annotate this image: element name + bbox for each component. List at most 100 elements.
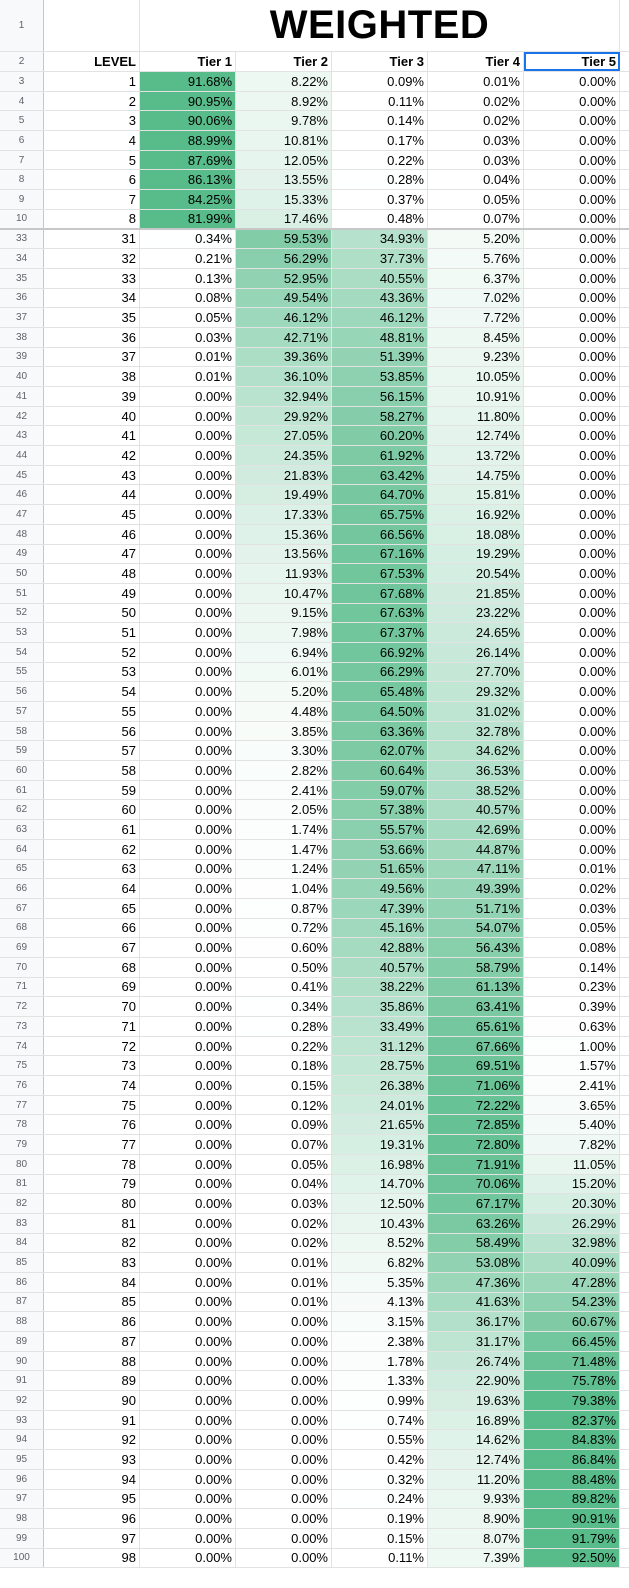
- tier-3-cell[interactable]: 0.17%: [332, 131, 428, 150]
- tier-1-cell[interactable]: 0.00%: [140, 938, 236, 957]
- tier-5-cell[interactable]: 3.65%: [524, 1095, 620, 1115]
- level-cell[interactable]: 79: [44, 1174, 140, 1194]
- tier-1-cell[interactable]: 0.00%: [140, 1272, 236, 1292]
- tier-1-cell[interactable]: 84.25%: [140, 190, 236, 209]
- tier-2-cell[interactable]: 6.01%: [236, 662, 332, 682]
- row-header[interactable]: 69: [0, 938, 44, 957]
- tier-2-cell[interactable]: 0.01%: [236, 1272, 332, 1292]
- level-cell[interactable]: 39: [44, 387, 140, 406]
- tier-1-cell[interactable]: 0.00%: [140, 662, 236, 682]
- tier-3-cell[interactable]: 67.68%: [332, 583, 428, 603]
- level-cell[interactable]: 40: [44, 406, 140, 426]
- tier-3-cell[interactable]: 0.99%: [332, 1391, 428, 1410]
- tier-1-cell[interactable]: 0.00%: [140, 583, 236, 603]
- tier-4-cell[interactable]: 11.80%: [428, 406, 524, 426]
- tier-2-cell[interactable]: 0.04%: [236, 1174, 332, 1194]
- tier-1-cell[interactable]: 0.00%: [140, 820, 236, 839]
- tier-2-cell[interactable]: 0.00%: [236, 1469, 332, 1489]
- tier-2-cell[interactable]: 5.20%: [236, 682, 332, 701]
- level-cell[interactable]: 66: [44, 918, 140, 938]
- tier-4-cell[interactable]: 72.85%: [428, 1115, 524, 1135]
- tier-4-cell[interactable]: 7.02%: [428, 288, 524, 308]
- tier-1-cell[interactable]: 0.00%: [140, 642, 236, 662]
- tier-1-cell[interactable]: 0.00%: [140, 859, 236, 879]
- tier-1-cell[interactable]: 0.00%: [140, 977, 236, 997]
- level-cell[interactable]: 47: [44, 544, 140, 564]
- tier-2-cell[interactable]: 13.55%: [236, 170, 332, 190]
- tier-4-cell[interactable]: 0.05%: [428, 190, 524, 209]
- tier-4-cell[interactable]: 47.11%: [428, 859, 524, 879]
- row-header[interactable]: 60: [0, 761, 44, 780]
- tier-3-cell[interactable]: 0.19%: [332, 1509, 428, 1528]
- tier-4-cell[interactable]: 72.80%: [428, 1135, 524, 1154]
- row-header[interactable]: 48: [0, 524, 44, 544]
- tier-1-cell[interactable]: 0.00%: [140, 1371, 236, 1391]
- level-cell[interactable]: 33: [44, 268, 140, 288]
- row-header[interactable]: 65: [0, 859, 44, 879]
- level-cell[interactable]: 71: [44, 1017, 140, 1036]
- tier-5-cell[interactable]: 1.57%: [524, 1056, 620, 1076]
- tier-2-cell[interactable]: 1.24%: [236, 859, 332, 879]
- tier-1-cell[interactable]: 0.00%: [140, 682, 236, 701]
- tier-1-cell[interactable]: 0.00%: [140, 1410, 236, 1430]
- tier-3-cell[interactable]: 16.98%: [332, 1154, 428, 1174]
- tier-3-cell[interactable]: 66.56%: [332, 524, 428, 544]
- tier-2-cell[interactable]: 0.02%: [236, 1213, 332, 1233]
- row-header[interactable]: 9: [0, 190, 44, 209]
- level-cell[interactable]: 2: [44, 91, 140, 111]
- tier-5-cell[interactable]: 0.00%: [524, 839, 620, 859]
- tier-4-cell[interactable]: 8.90%: [428, 1509, 524, 1528]
- tier-2-cell[interactable]: 0.00%: [236, 1528, 332, 1548]
- tier-4-cell[interactable]: 31.17%: [428, 1332, 524, 1351]
- row-header[interactable]: 1: [0, 0, 44, 51]
- tier-3-cell[interactable]: 60.20%: [332, 426, 428, 446]
- column-header-tier-5[interactable]: Tier 5: [524, 52, 620, 71]
- level-cell[interactable]: 59: [44, 780, 140, 800]
- tier-1-cell[interactable]: 0.00%: [140, 800, 236, 820]
- tier-2-cell[interactable]: 15.36%: [236, 524, 332, 544]
- level-cell[interactable]: 61: [44, 820, 140, 839]
- level-cell[interactable]: 94: [44, 1469, 140, 1489]
- level-cell[interactable]: 46: [44, 524, 140, 544]
- tier-1-cell[interactable]: 0.00%: [140, 997, 236, 1016]
- tier-2-cell[interactable]: 0.00%: [236, 1450, 332, 1469]
- level-cell[interactable]: 91: [44, 1410, 140, 1430]
- row-header[interactable]: 82: [0, 1194, 44, 1213]
- tier-5-cell[interactable]: 0.00%: [524, 721, 620, 741]
- tier-1-cell[interactable]: 0.00%: [140, 1194, 236, 1213]
- tier-2-cell[interactable]: 0.00%: [236, 1548, 332, 1568]
- tier-2-cell[interactable]: 1.47%: [236, 839, 332, 859]
- row-header[interactable]: 57: [0, 702, 44, 721]
- tier-4-cell[interactable]: 44.87%: [428, 839, 524, 859]
- tier-3-cell[interactable]: 8.52%: [332, 1233, 428, 1253]
- level-cell[interactable]: 51: [44, 623, 140, 642]
- tier-5-cell[interactable]: 0.00%: [524, 800, 620, 820]
- tier-3-cell[interactable]: 3.15%: [332, 1312, 428, 1331]
- level-cell[interactable]: 85: [44, 1292, 140, 1312]
- tier-5-cell[interactable]: 0.00%: [524, 603, 620, 623]
- column-header-tier-3[interactable]: Tier 3: [332, 52, 428, 71]
- level-cell[interactable]: 83: [44, 1253, 140, 1272]
- row-header[interactable]: 91: [0, 1371, 44, 1391]
- level-cell[interactable]: 53: [44, 662, 140, 682]
- tier-1-cell[interactable]: 81.99%: [140, 209, 236, 228]
- column-header-level[interactable]: LEVEL: [44, 52, 140, 71]
- tier-2-cell[interactable]: 0.01%: [236, 1292, 332, 1312]
- tier-5-cell[interactable]: 0.00%: [524, 327, 620, 347]
- tier-3-cell[interactable]: 58.27%: [332, 406, 428, 426]
- tier-2-cell[interactable]: 0.00%: [236, 1430, 332, 1450]
- level-cell[interactable]: 78: [44, 1154, 140, 1174]
- tier-4-cell[interactable]: 5.20%: [428, 229, 524, 249]
- level-cell[interactable]: 7: [44, 190, 140, 209]
- row-header[interactable]: 55: [0, 662, 44, 682]
- tier-1-cell[interactable]: 0.00%: [140, 721, 236, 741]
- tier-4-cell[interactable]: 10.91%: [428, 387, 524, 406]
- tier-4-cell[interactable]: 23.22%: [428, 603, 524, 623]
- tier-3-cell[interactable]: 34.93%: [332, 229, 428, 249]
- tier-2-cell[interactable]: 0.03%: [236, 1194, 332, 1213]
- row-header[interactable]: 5: [0, 111, 44, 131]
- tier-3-cell[interactable]: 46.12%: [332, 308, 428, 327]
- tier-5-cell[interactable]: 0.00%: [524, 485, 620, 505]
- row-header[interactable]: 64: [0, 839, 44, 859]
- tier-3-cell[interactable]: 0.48%: [332, 209, 428, 228]
